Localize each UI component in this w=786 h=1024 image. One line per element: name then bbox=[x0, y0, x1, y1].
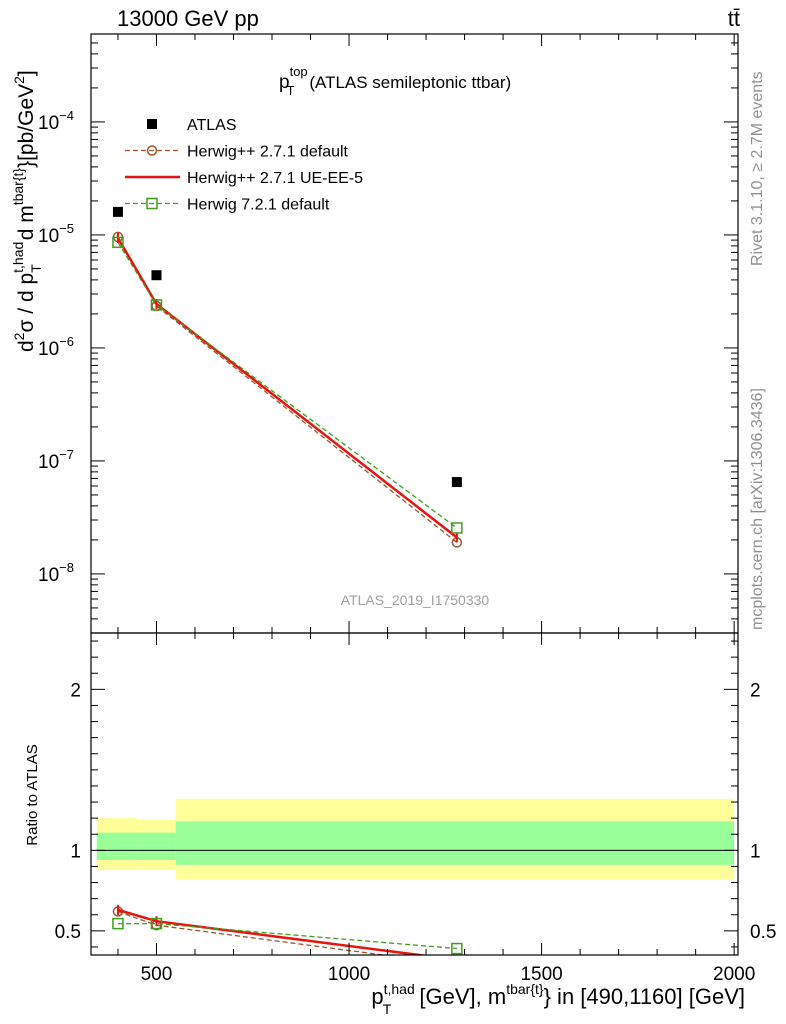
chart-title: ptop T (ATLAS semileptonic ttbar) bbox=[279, 64, 511, 98]
y-tick-label-3: 10−5 bbox=[38, 221, 74, 247]
x-tick-label-2000: 2000 bbox=[713, 964, 755, 985]
band-green-0 bbox=[96, 832, 138, 861]
legend-label-0: ATLAS bbox=[187, 117, 237, 134]
legend-label-3: Herwig 7.2.1 default bbox=[187, 197, 330, 214]
watermark: ATLAS_2019_I1750330 bbox=[341, 592, 490, 608]
y-axis-label-upper: d2σ / d pt,had T d mtbar{t}}[pb/GeV2] bbox=[10, 70, 44, 352]
ratio-point-2-1 bbox=[150, 917, 163, 930]
band-green-2 bbox=[175, 821, 735, 865]
x-tick-label-1000: 1000 bbox=[328, 964, 370, 985]
legend-label-1: Herwig++ 2.7.1 default bbox=[187, 144, 349, 161]
x-axis-label: pt,had T [GeV], mtbar{t}} in [490,1160] [… bbox=[371, 981, 745, 1017]
ratio-point-2-2 bbox=[451, 942, 463, 955]
ratio-tick-label-left-2: 2 bbox=[70, 680, 81, 701]
data-point-0-0 bbox=[112, 206, 123, 217]
y-tick-label-2: 10−6 bbox=[38, 334, 74, 360]
legend-label-2: Herwig++ 2.7.1 UE-EE-5 bbox=[187, 170, 363, 187]
series-line-3 bbox=[117, 241, 458, 529]
rivet-label: Rivet 3.1.10, ≥ 2.7M events bbox=[749, 71, 766, 266]
ratio-line-2 bbox=[117, 922, 457, 950]
lower-panel-frame bbox=[90, 632, 739, 956]
ratio-tick-label-left-0: 0.5 bbox=[55, 922, 81, 943]
y-tick-label-0: 10−8 bbox=[38, 560, 74, 586]
data-point-0-2 bbox=[451, 477, 462, 488]
header-right-label: tt̄ bbox=[728, 6, 740, 31]
x-tick-label-1500: 1500 bbox=[520, 964, 562, 985]
header-left-label: 13000 GeV pp bbox=[117, 6, 259, 31]
ratio-tick-label-right-0: 0.5 bbox=[750, 922, 776, 943]
data-point-3-2 bbox=[451, 522, 463, 534]
ratio-tick-label-right-1: 1 bbox=[750, 841, 761, 862]
ratio-tick-label-right-2: 2 bbox=[750, 680, 761, 701]
legend-marker-1 bbox=[146, 145, 158, 156]
legend-marker-0 bbox=[147, 119, 157, 129]
data-point-0-1 bbox=[151, 270, 162, 281]
y-tick-label-4: 10−4 bbox=[38, 108, 74, 134]
x-tick-label-500: 500 bbox=[141, 964, 173, 985]
y-tick-label-1: 10−7 bbox=[38, 447, 74, 473]
ratio-point-0-2 bbox=[452, 960, 461, 969]
ratio-tick-label-left-1: 1 bbox=[70, 841, 81, 862]
legend-marker-3 bbox=[146, 197, 158, 210]
y-axis-label-lower: Ratio to ATLAS bbox=[24, 744, 41, 845]
series-line-2 bbox=[116, 237, 458, 539]
ratio-point-2-0 bbox=[112, 917, 124, 930]
data-point-3-1 bbox=[150, 299, 163, 311]
data-point-3-0 bbox=[112, 236, 124, 249]
band-green-1 bbox=[137, 832, 176, 861]
mcplots-label: mcplots.cern.ch [arXiv:1306.3436] bbox=[749, 388, 766, 630]
